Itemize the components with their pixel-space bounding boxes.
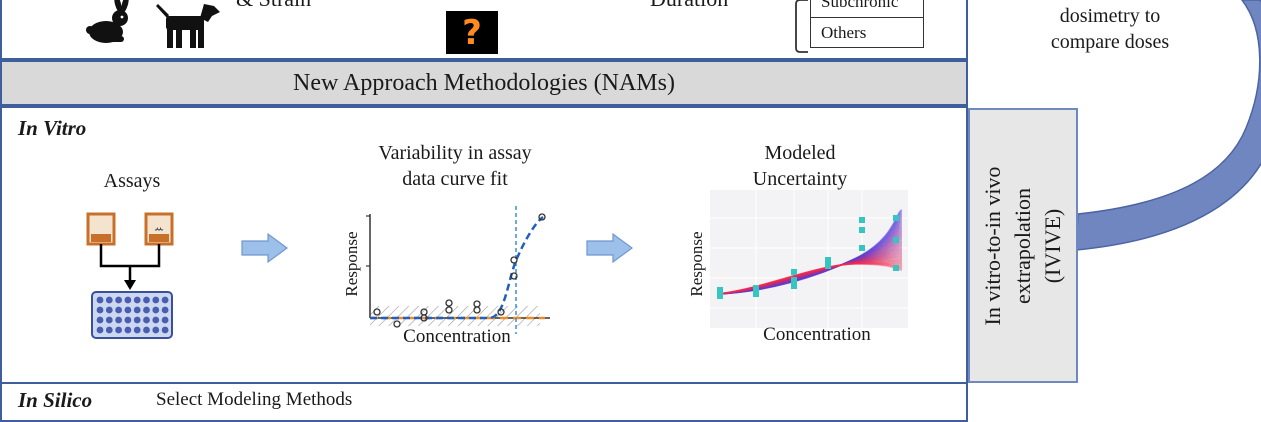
rabbit-icon	[86, 0, 129, 43]
assays-label: Assays	[103, 170, 161, 192]
curved-arrow-icon	[1075, 0, 1261, 251]
dosimetry-text: dosimetry to compare doses	[1050, 5, 1170, 53]
in-silico-subtitle: Select Modeling Methods	[156, 389, 353, 410]
assay-diagram: ꕀ	[86, 212, 174, 339]
duration-table: Subchronic Others	[810, 0, 924, 48]
question-mark-glyph: ?	[462, 12, 482, 53]
ivive-text: In vitro-to-in vivo extrapolation (IVIVE…	[980, 166, 1065, 325]
nams-bar: New Approach Methodologies (NAMs)	[0, 60, 968, 106]
modeled-y-label: Response	[687, 231, 706, 297]
modeled-title: Modeled Uncertainty	[752, 142, 848, 190]
table-row-others: Others	[821, 23, 867, 42]
well-plate-icon	[91, 291, 173, 339]
vial-icon-left	[86, 212, 116, 246]
variability-x-label: Concentration	[403, 326, 511, 347]
arrow-right-icon-2	[586, 232, 634, 264]
variability-title: Variability in assay data curve fit	[378, 142, 532, 190]
strain-text: & Strain	[236, 0, 311, 12]
duration-text: Duration	[650, 0, 728, 12]
variability-plot	[366, 206, 550, 334]
vial-icon-right: ꕀ	[144, 212, 174, 246]
nams-title: New Approach Methodologies (NAMs)	[293, 69, 675, 96]
table-row-subchronic: Subchronic	[811, 0, 923, 18]
arrow-right-icon	[241, 232, 289, 264]
svg-text:ꕀ: ꕀ	[154, 222, 164, 235]
variability-y-label: Response	[342, 231, 361, 297]
dog-icon	[156, 4, 220, 48]
in-silico-panel	[0, 382, 968, 422]
ivive-box: In vitro-to-in vivo extrapolation (IVIVE…	[968, 108, 1078, 383]
in-silico-heading: In Silico	[18, 388, 93, 412]
modeled-uncertainty-plot	[710, 190, 908, 328]
in-vitro-heading: In Vitro	[18, 116, 87, 140]
question-mark-icon: ?	[446, 11, 498, 54]
modeled-x-label: Concentration	[763, 324, 871, 345]
table-bracket	[795, 0, 808, 53]
